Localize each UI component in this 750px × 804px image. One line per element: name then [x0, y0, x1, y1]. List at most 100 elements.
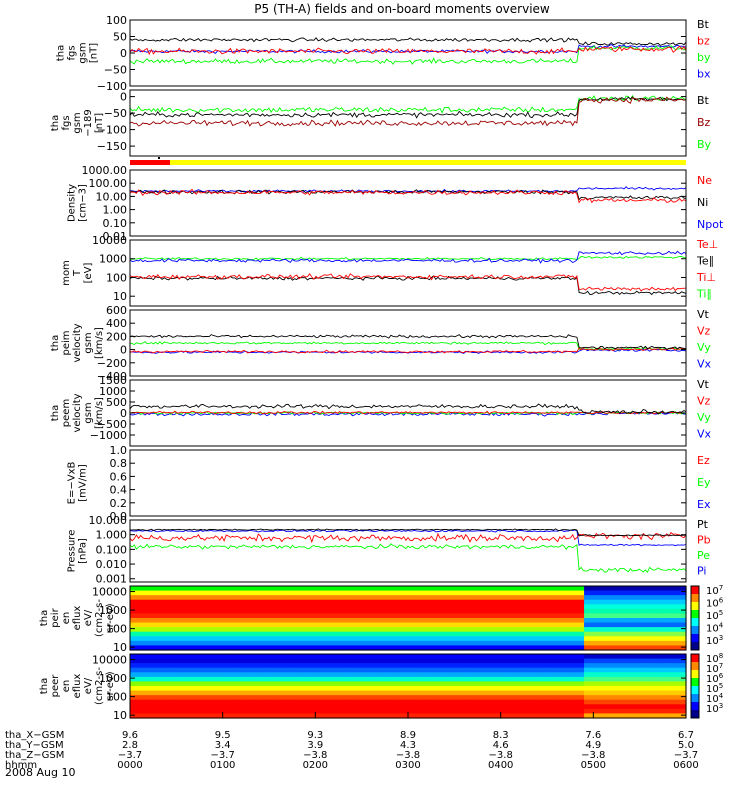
y-tick-label: 100	[106, 623, 127, 636]
heatmap-cell	[398, 708, 409, 715]
heatmap-cell	[333, 672, 344, 678]
heatmap-cell	[204, 704, 214, 710]
heatmap-cell	[482, 713, 492, 719]
heatmap-cell	[519, 590, 530, 596]
heatmap-cell	[500, 645, 511, 651]
heatmap-cell	[602, 686, 613, 692]
heatmap-cell	[204, 699, 214, 705]
heatmap-cell	[296, 676, 307, 683]
colorbar-cell	[691, 610, 699, 619]
heatmap-cell	[426, 586, 437, 592]
heatmap-cell	[667, 595, 678, 601]
heatmap-cell	[639, 654, 650, 660]
heatmap-cell	[361, 713, 372, 719]
heatmap-cell	[565, 690, 576, 696]
heatmap-cell	[370, 699, 381, 705]
heatmap-cell	[352, 590, 363, 596]
heatmap-cell	[547, 645, 557, 651]
heatmap-cell	[361, 686, 372, 692]
heatmap-cell	[380, 695, 391, 701]
heatmap-cell	[676, 704, 687, 710]
heatmap-cell	[352, 686, 363, 692]
heatmap-cell	[380, 613, 391, 619]
heatmap-cell	[185, 631, 196, 637]
heatmap-cell	[500, 658, 511, 664]
heatmap-cell	[380, 672, 391, 678]
heatmap-cell	[408, 631, 418, 637]
heatmap-cell	[157, 640, 168, 647]
x-row-value: −3.7	[211, 750, 235, 761]
heatmap-cell	[222, 654, 233, 660]
heatmap-cell	[231, 667, 242, 673]
heatmap-cell	[139, 595, 150, 601]
heatmap-cell	[204, 672, 214, 678]
heatmap-cell	[185, 681, 196, 687]
heatmap-cell	[343, 681, 353, 687]
heatmap-cell	[269, 654, 279, 660]
y-label-line: eV/	[83, 677, 94, 694]
heatmap-cell	[250, 676, 261, 683]
panel-frame	[129, 309, 687, 377]
heatmap-cell	[408, 608, 418, 615]
heatmap-cell	[361, 704, 372, 710]
heatmap-cell	[445, 595, 455, 601]
heatmap-cell	[278, 636, 289, 642]
x-row-label: hhmm	[5, 760, 37, 771]
heatmap-cell	[472, 604, 483, 610]
heatmap-cell	[389, 658, 400, 664]
heatmap-cell	[398, 590, 409, 596]
y-tick-label: 0.01	[103, 230, 128, 243]
heatmap-cell	[593, 713, 604, 719]
y-tick-label: −100	[97, 80, 127, 93]
heatmap-cell	[658, 604, 669, 610]
heatmap-cell	[593, 695, 604, 701]
heatmap-cell	[408, 599, 418, 605]
heatmap-cell	[278, 676, 289, 683]
heatmap-cell	[278, 695, 289, 701]
heatmap-cell	[426, 604, 437, 610]
heatmap-cell	[417, 618, 428, 624]
heatmap-cell	[408, 595, 418, 601]
legend-entry: Te∥	[696, 255, 714, 268]
heatmap-cell	[250, 690, 261, 696]
y-tick-label: 1.000	[96, 529, 128, 542]
heatmap-cell	[574, 586, 585, 592]
heatmap-cell	[148, 681, 159, 687]
heatmap-cell	[398, 681, 409, 687]
series-Npot	[129, 186, 687, 194]
heatmap-cell	[343, 658, 353, 664]
heatmap-cell	[593, 699, 604, 705]
heatmap-cell	[315, 672, 326, 678]
heatmap-cell	[509, 708, 520, 715]
y-label-line: tha	[50, 335, 61, 351]
heatmap-cell	[500, 595, 511, 601]
heatmap-cell	[269, 586, 279, 592]
heatmap-cell	[352, 645, 363, 651]
heatmap-cell	[222, 672, 233, 678]
heatmap-cell	[370, 618, 381, 624]
heatmap-cell	[185, 699, 196, 705]
y-label-line: [eV]	[83, 263, 94, 284]
heatmap-cell	[185, 658, 196, 664]
heatmap-cell	[157, 681, 168, 687]
heatmap-cell	[157, 618, 168, 624]
heatmap-cell	[528, 676, 539, 683]
heatmap-cell	[157, 608, 168, 615]
y-tick-label: 600	[106, 304, 127, 317]
heatmap-cell	[139, 645, 150, 651]
heatmap-cell	[194, 663, 205, 669]
legend-entry: Vx	[697, 358, 712, 371]
heatmap-cell	[315, 604, 326, 610]
heatmap-cell	[491, 586, 502, 592]
heatmap-cell	[269, 645, 279, 651]
heatmap-cell	[352, 640, 363, 647]
heatmap-cell	[204, 618, 214, 624]
heatmap-cell	[445, 672, 455, 678]
heatmap-cell	[472, 663, 483, 669]
heatmap-cell	[593, 608, 604, 615]
heatmap-cell	[491, 708, 502, 715]
heatmap-cell	[537, 695, 548, 701]
heatmap-cell	[361, 695, 372, 701]
heatmap-cell	[176, 663, 187, 669]
